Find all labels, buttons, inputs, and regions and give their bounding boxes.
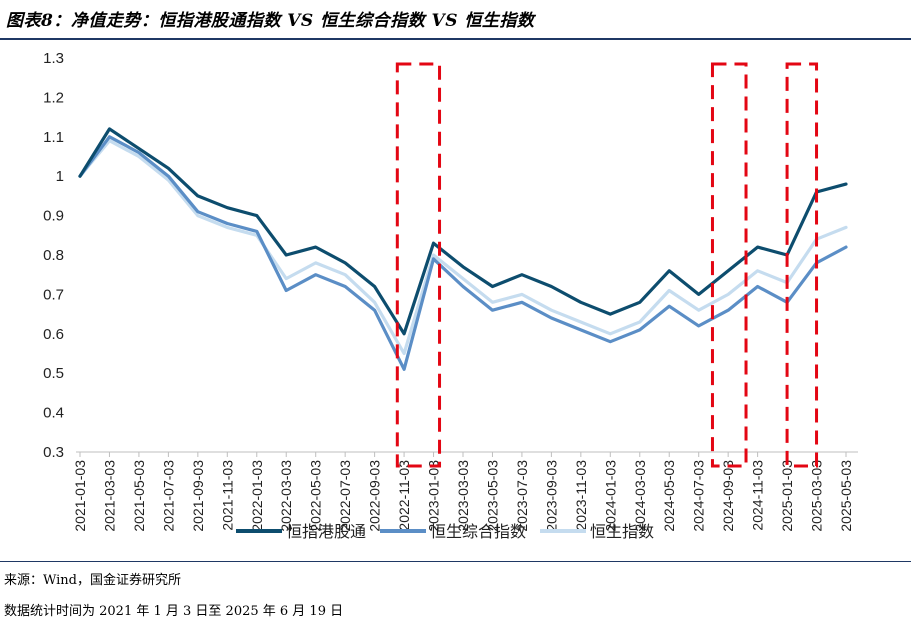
x-tick-label: 2022-01-03 (249, 460, 265, 532)
x-tick-label: 2025-03-03 (809, 460, 825, 532)
legend-label: 恒指港股通 (286, 522, 366, 541)
date-range-note: 数据统计时间为 2021 年 1 月 3 日至 2025 年 6 月 19 日 (4, 604, 344, 619)
x-tick-label: 2023-09-03 (543, 460, 559, 532)
y-tick-label: 0.4 (43, 405, 64, 422)
y-tick-label: 0.5 (43, 365, 64, 382)
series-hsci (78, 135, 848, 371)
x-tick-label: 2023-11-03 (573, 460, 589, 531)
x-tick-label: 2021-11-03 (219, 460, 235, 531)
footer-divider (0, 561, 911, 562)
x-tick-label: 2024-11-03 (750, 460, 766, 531)
x-tick-label: 2021-05-03 (131, 460, 147, 532)
y-tick-label: 1.1 (43, 129, 64, 146)
y-tick-label: 1 (56, 168, 64, 185)
series-hsi (78, 139, 848, 356)
y-axis: 0.3 0.4 0.5 0.6 0.7 0.8 0.9 1 1.1 1.2 1.3 (43, 50, 64, 461)
highlight-box (785, 62, 819, 468)
x-tick-label: 2023-01-03 (426, 460, 442, 532)
line-chart: 0.3 0.4 0.5 0.6 0.7 0.8 0.9 1 1.1 1.2 1.3 2021-01-… (43, 50, 858, 541)
x-tick-label: 2024-09-03 (720, 460, 736, 532)
series-hsci-hk-connect (78, 127, 848, 336)
x-tick-label: 2024-03-03 (632, 460, 648, 532)
y-tick-label: 0.8 (43, 247, 64, 264)
x-tick-label: 2021-03-03 (101, 460, 117, 532)
series-layer (78, 127, 848, 371)
x-tick-label: 2023-07-03 (514, 460, 530, 532)
x-tick-label: 2021-09-03 (190, 460, 206, 532)
x-tick-label: 2022-09-03 (367, 460, 383, 532)
x-axis: 2021-01-03 2021-03-03 2021-05-03 2021-07-03… (72, 451, 858, 532)
x-tick-label: 2022-11-03 (396, 460, 412, 531)
chart-title: 图表8：净值走势：恒指港股通指数 VS 恒生综合指数 VS 恒生指数 (6, 11, 535, 31)
legend-label: 恒生综合指数 (430, 522, 526, 541)
x-tick-label: 2025-05-03 (838, 460, 854, 532)
x-tick-label: 2022-03-03 (278, 460, 294, 532)
x-tick-label: 2024-07-03 (691, 460, 707, 532)
y-tick-label: 0.7 (43, 286, 64, 303)
source-note: 来源：Wind，国金证券研究所 (4, 573, 181, 588)
title-divider (0, 38, 911, 40)
y-tick-label: 0.6 (43, 326, 64, 343)
highlight-box (710, 62, 748, 468)
highlight-box (395, 62, 442, 468)
x-tick-label: 2022-07-03 (337, 460, 353, 532)
y-tick-label: 0.3 (43, 444, 64, 461)
x-tick-label: 2021-01-03 (72, 460, 88, 532)
highlight-layer (395, 62, 819, 468)
x-tick-label: 2024-05-03 (661, 460, 677, 532)
legend-label: 恒生指数 (590, 522, 654, 541)
y-tick-label: 1.3 (43, 50, 64, 67)
y-tick-label: 1.2 (43, 89, 64, 106)
x-tick-label: 2021-07-03 (160, 460, 176, 532)
y-tick-label: 0.9 (43, 208, 64, 225)
x-tick-label: 2023-03-03 (455, 460, 471, 532)
x-tick-label: 2024-01-03 (602, 460, 618, 532)
x-tick-label: 2023-05-03 (484, 460, 500, 532)
x-tick-label: 2022-05-03 (308, 460, 324, 532)
legend: 恒指港股通 恒生综合指数 恒生指数 (236, 522, 654, 541)
x-tick-label: 2025-01-03 (779, 460, 795, 532)
